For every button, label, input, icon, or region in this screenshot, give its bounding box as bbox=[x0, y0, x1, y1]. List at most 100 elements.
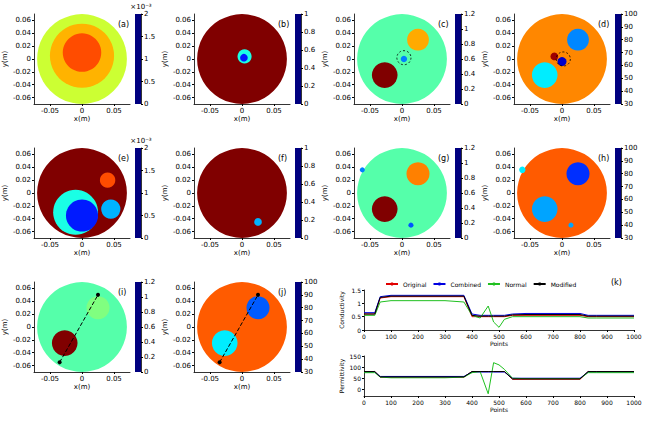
svg-text:700: 700 bbox=[547, 333, 559, 340]
svg-text:0: 0 bbox=[507, 55, 511, 63]
svg-text:40: 40 bbox=[304, 355, 313, 363]
svg-text:700: 700 bbox=[547, 399, 559, 406]
svg-text:0: 0 bbox=[144, 100, 148, 108]
svg-text:0.02: 0.02 bbox=[335, 42, 351, 50]
svg-text:-0.02: -0.02 bbox=[13, 336, 31, 344]
svg-text:0: 0 bbox=[304, 234, 308, 242]
svg-text:1.2: 1.2 bbox=[464, 144, 475, 152]
svg-text:30: 30 bbox=[624, 234, 633, 242]
svg-text:0: 0 bbox=[357, 327, 361, 334]
svg-text:y(m): y(m) bbox=[1, 319, 9, 336]
svg-text:1: 1 bbox=[464, 25, 468, 33]
svg-text:1.5: 1.5 bbox=[144, 167, 155, 175]
svg-text:0: 0 bbox=[464, 100, 468, 108]
svg-text:0.8: 0.8 bbox=[464, 40, 475, 48]
svg-text:(j): (j) bbox=[278, 288, 286, 297]
svg-text:y(m): y(m) bbox=[481, 51, 489, 68]
svg-text:y(m): y(m) bbox=[321, 51, 329, 68]
svg-text:0: 0 bbox=[464, 234, 468, 242]
svg-text:0.4: 0.4 bbox=[464, 70, 476, 78]
svg-text:y(m): y(m) bbox=[1, 51, 9, 68]
svg-text:(f): (f) bbox=[278, 154, 287, 163]
svg-text:0.04: 0.04 bbox=[335, 163, 351, 171]
svg-text:0.06: 0.06 bbox=[15, 284, 31, 292]
svg-text:0: 0 bbox=[240, 107, 244, 115]
svg-text:30: 30 bbox=[624, 100, 633, 108]
svg-text:x(m): x(m) bbox=[394, 249, 411, 257]
svg-text:(i): (i) bbox=[118, 288, 126, 297]
svg-text:-0.02: -0.02 bbox=[173, 202, 191, 210]
svg-text:0: 0 bbox=[400, 241, 404, 249]
svg-text:0: 0 bbox=[187, 189, 191, 197]
svg-text:0.2: 0.2 bbox=[464, 85, 475, 93]
svg-text:Original: Original bbox=[403, 281, 427, 289]
svg-text:400: 400 bbox=[466, 399, 478, 406]
svg-text:0.04: 0.04 bbox=[335, 29, 351, 37]
svg-text:-0.06: -0.06 bbox=[333, 94, 352, 102]
svg-text:y(m): y(m) bbox=[1, 185, 9, 202]
svg-text:80: 80 bbox=[304, 304, 313, 312]
svg-text:-0.06: -0.06 bbox=[493, 94, 512, 102]
svg-text:0: 0 bbox=[187, 323, 191, 331]
svg-text:y(m): y(m) bbox=[321, 185, 329, 202]
svg-text:0.05: 0.05 bbox=[106, 107, 122, 115]
svg-text:90: 90 bbox=[304, 291, 313, 299]
svg-text:1: 1 bbox=[464, 159, 468, 167]
svg-text:-0.06: -0.06 bbox=[173, 228, 192, 236]
svg-text:Modified: Modified bbox=[551, 281, 577, 288]
svg-text:-0.06: -0.06 bbox=[173, 362, 192, 370]
svg-text:500: 500 bbox=[493, 399, 505, 406]
svg-text:×10⁻³: ×10⁻³ bbox=[130, 3, 151, 11]
svg-text:0.5: 0.5 bbox=[144, 78, 155, 86]
svg-text:0.05: 0.05 bbox=[266, 107, 282, 115]
svg-text:0.02: 0.02 bbox=[15, 42, 31, 50]
svg-text:0.06: 0.06 bbox=[495, 150, 511, 158]
svg-text:0.05: 0.05 bbox=[586, 107, 602, 115]
svg-text:0.06: 0.06 bbox=[15, 150, 31, 158]
svg-text:100: 100 bbox=[385, 399, 397, 406]
svg-text:900: 900 bbox=[601, 399, 613, 406]
svg-text:-0.04: -0.04 bbox=[493, 215, 512, 223]
svg-text:0.04: 0.04 bbox=[175, 297, 191, 305]
svg-text:40: 40 bbox=[624, 221, 633, 229]
svg-text:-0.02: -0.02 bbox=[333, 68, 351, 76]
svg-text:-0.02: -0.02 bbox=[333, 202, 351, 210]
svg-text:x(m): x(m) bbox=[394, 115, 411, 123]
svg-text:900: 900 bbox=[601, 333, 613, 340]
svg-text:0: 0 bbox=[80, 375, 84, 383]
svg-text:0.2: 0.2 bbox=[464, 219, 475, 227]
svg-text:0.2: 0.2 bbox=[144, 353, 155, 361]
svg-text:-0.02: -0.02 bbox=[13, 68, 31, 76]
svg-text:-0.02: -0.02 bbox=[493, 202, 511, 210]
svg-text:(h): (h) bbox=[598, 154, 609, 163]
svg-text:70: 70 bbox=[624, 49, 633, 57]
svg-text:-0.04: -0.04 bbox=[173, 349, 192, 357]
svg-text:50: 50 bbox=[353, 375, 361, 382]
svg-text:60: 60 bbox=[624, 195, 633, 203]
svg-text:1: 1 bbox=[144, 189, 148, 197]
svg-text:1000: 1000 bbox=[626, 333, 641, 340]
svg-text:90: 90 bbox=[624, 157, 633, 165]
svg-text:-0.02: -0.02 bbox=[173, 336, 191, 344]
svg-text:200: 200 bbox=[412, 333, 424, 340]
svg-text:0: 0 bbox=[240, 375, 244, 383]
svg-text:0.06: 0.06 bbox=[335, 150, 351, 158]
svg-text:30: 30 bbox=[304, 368, 313, 376]
svg-text:-0.05: -0.05 bbox=[361, 107, 379, 115]
svg-text:0.6: 0.6 bbox=[144, 323, 156, 331]
svg-text:0.02: 0.02 bbox=[15, 310, 31, 318]
svg-text:(d): (d) bbox=[598, 20, 609, 29]
svg-text:50: 50 bbox=[624, 74, 633, 82]
svg-text:1000: 1000 bbox=[626, 399, 641, 406]
svg-text:0.04: 0.04 bbox=[175, 163, 191, 171]
svg-text:0.05: 0.05 bbox=[266, 241, 282, 249]
svg-text:×10⁻³: ×10⁻³ bbox=[130, 137, 151, 145]
svg-text:x(m): x(m) bbox=[554, 249, 571, 257]
svg-text:0: 0 bbox=[362, 333, 366, 340]
svg-text:y(m): y(m) bbox=[161, 185, 169, 202]
svg-text:1: 1 bbox=[304, 144, 308, 152]
svg-text:40: 40 bbox=[624, 87, 633, 95]
svg-text:-0.06: -0.06 bbox=[173, 94, 192, 102]
svg-text:2: 2 bbox=[144, 10, 148, 18]
svg-text:1.5: 1.5 bbox=[351, 287, 361, 294]
